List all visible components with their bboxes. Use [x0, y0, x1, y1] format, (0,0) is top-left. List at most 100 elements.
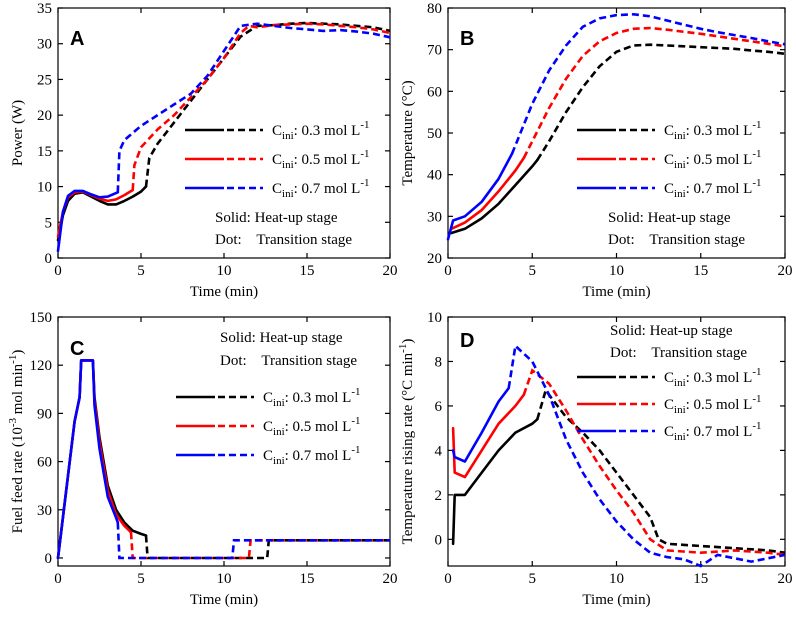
- y-tick-label: 20: [37, 108, 52, 124]
- x-tick-label: 5: [137, 571, 145, 587]
- y-tick-label: 30: [37, 37, 52, 53]
- series-2-transition-line: [129, 532, 390, 560]
- x-tick-label: 15: [693, 571, 708, 587]
- x-tick-label: 0: [444, 571, 452, 587]
- panel-d: 0 5 10 15 20 0 2 4 6 8 10 Time (min) Temperature ris…: [397, 310, 793, 608]
- x-tick-label: 5: [529, 571, 537, 587]
- x-tick-label: 5: [137, 263, 145, 279]
- x-axis-title: Time (min): [582, 592, 650, 608]
- note-line: Solid: Heat-up stage: [220, 330, 343, 346]
- note-line: Dot: Transition stage: [610, 345, 747, 361]
- legend-label: Cini: 0.3 mol L-1: [272, 119, 369, 142]
- series-1-heatup-line: [450, 158, 539, 235]
- y-tick-label: 30: [37, 503, 52, 519]
- x-tick-label: 20: [778, 263, 793, 279]
- legend-label: Cini: 0.3 mol L-1: [664, 366, 761, 389]
- legend-label: Cini: 0.3 mol L-1: [664, 119, 761, 142]
- x-tick-label: 5: [529, 263, 537, 279]
- series-2-transition-line: [522, 368, 786, 557]
- y-tick-label: 5: [45, 215, 53, 231]
- y-tick-label: 60: [427, 84, 442, 100]
- series-1-transition-line: [536, 387, 786, 554]
- panel-letter: A: [70, 28, 84, 50]
- legend-label: Cini: 0.3 mol L-1: [263, 386, 360, 409]
- note-line: Solid: Heat-up stage: [215, 210, 338, 226]
- y-tick-label: 25: [37, 72, 52, 88]
- series-2-heatup-line: [450, 156, 526, 231]
- y-tick-label: 2: [435, 488, 443, 504]
- series-1-transition-line: [536, 43, 786, 161]
- panel-b: 0 5 10 15 20 20 30 40 50 60 70 80 Time (min) Temperat…: [400, 1, 793, 300]
- y-tick-label: 35: [37, 1, 52, 17]
- series-3-transition-line: [116, 22, 391, 193]
- series-2-transition-line: [131, 22, 391, 191]
- legend-label: Cini: 0.7 mol L-1: [664, 420, 761, 443]
- y-axis-title: Power (W): [10, 100, 26, 166]
- y-axis-title: Temperature (°C): [400, 80, 416, 185]
- series-1-transition-line: [144, 535, 390, 560]
- panel-c: 0 5 10 15 20 0 30 60 90 120 150 Time (min) Fuel feed…: [7, 310, 398, 608]
- x-tick-label: 20: [383, 263, 398, 279]
- series-3-heatup-line: [56, 189, 120, 253]
- series-3-heatup-line: [56, 359, 120, 560]
- y-tick-label: 40: [427, 168, 442, 184]
- x-tick-label: 20: [383, 571, 398, 587]
- panel-letter: B: [460, 28, 474, 50]
- series-2-transition-line: [522, 26, 786, 159]
- legend-label: Cini: 0.5 mol L-1: [263, 415, 360, 438]
- note-line: Solid: Heat-up stage: [610, 323, 733, 339]
- y-tick-label: 80: [427, 1, 442, 17]
- panel-letter: D: [460, 330, 474, 352]
- x-tick-label: 0: [54, 263, 62, 279]
- y-tick-label: 30: [427, 209, 442, 225]
- x-axis-title: Time (min): [190, 284, 258, 300]
- x-tick-label: 10: [217, 571, 232, 587]
- y-tick-label: 10: [427, 310, 442, 326]
- x-tick-label: 15: [300, 263, 315, 279]
- y-tick-label: 4: [435, 443, 443, 459]
- series-1-transition-line: [144, 21, 391, 187]
- x-tick-label: 0: [54, 571, 62, 587]
- note-line: Dot: Transition stage: [220, 353, 357, 369]
- legend-label: Cini: 0.5 mol L-1: [664, 393, 761, 416]
- y-tick-label: 70: [427, 43, 442, 59]
- series-3-transition-line: [116, 522, 390, 560]
- x-tick-label: 20: [778, 571, 793, 587]
- panel-letter: C: [70, 338, 84, 360]
- x-tick-label: 15: [300, 571, 315, 587]
- y-tick-label: 0: [435, 532, 443, 548]
- legend-label: Cini: 0.5 mol L-1: [272, 148, 369, 171]
- x-tick-label: 15: [693, 263, 708, 279]
- legend-label: Cini: 0.7 mol L-1: [664, 177, 761, 200]
- legend-label: Cini: 0.5 mol L-1: [664, 148, 761, 171]
- series-3-heatup-line: [451, 386, 510, 463]
- y-tick-label: 50: [427, 126, 442, 142]
- note-line: Solid: Heat-up stage: [608, 210, 731, 226]
- x-axis-title: Time (min): [190, 592, 258, 608]
- y-tick-label: 0: [45, 551, 53, 567]
- note-line: Dot: Transition stage: [215, 232, 352, 248]
- y-tick-label: 15: [37, 144, 52, 160]
- panel-a: 0 5 10 15 20 0 5 10 15 20 25 30 35 Time (min) Power (W…: [10, 1, 398, 300]
- y-tick-label: 8: [435, 354, 443, 370]
- y-tick-label: 20: [427, 251, 442, 267]
- x-tick-label: 10: [217, 263, 232, 279]
- series-3-heatup-line: [446, 152, 514, 241]
- series-1-heatup-line: [451, 418, 539, 546]
- y-tick-label: 10: [37, 180, 52, 196]
- series-3-transition-line: [507, 343, 786, 568]
- x-axis-title: Time (min): [582, 284, 650, 300]
- legend-label: Cini: 0.7 mol L-1: [263, 444, 360, 467]
- y-tick-label: 60: [37, 455, 52, 471]
- series-2-heatup-line: [451, 393, 526, 479]
- note-line: Dot: Transition stage: [608, 232, 745, 248]
- y-tick-label: 0: [45, 251, 53, 267]
- y-axis-title: Fuel feed rate (10-3 mol min-1): [7, 350, 26, 534]
- y-tick-label: 150: [30, 310, 53, 326]
- y-tick-label: 6: [435, 399, 443, 415]
- y-tick-label: 90: [37, 406, 52, 422]
- x-tick-label: 0: [444, 263, 452, 279]
- x-tick-label: 10: [609, 263, 624, 279]
- y-tick-label: 120: [30, 358, 53, 374]
